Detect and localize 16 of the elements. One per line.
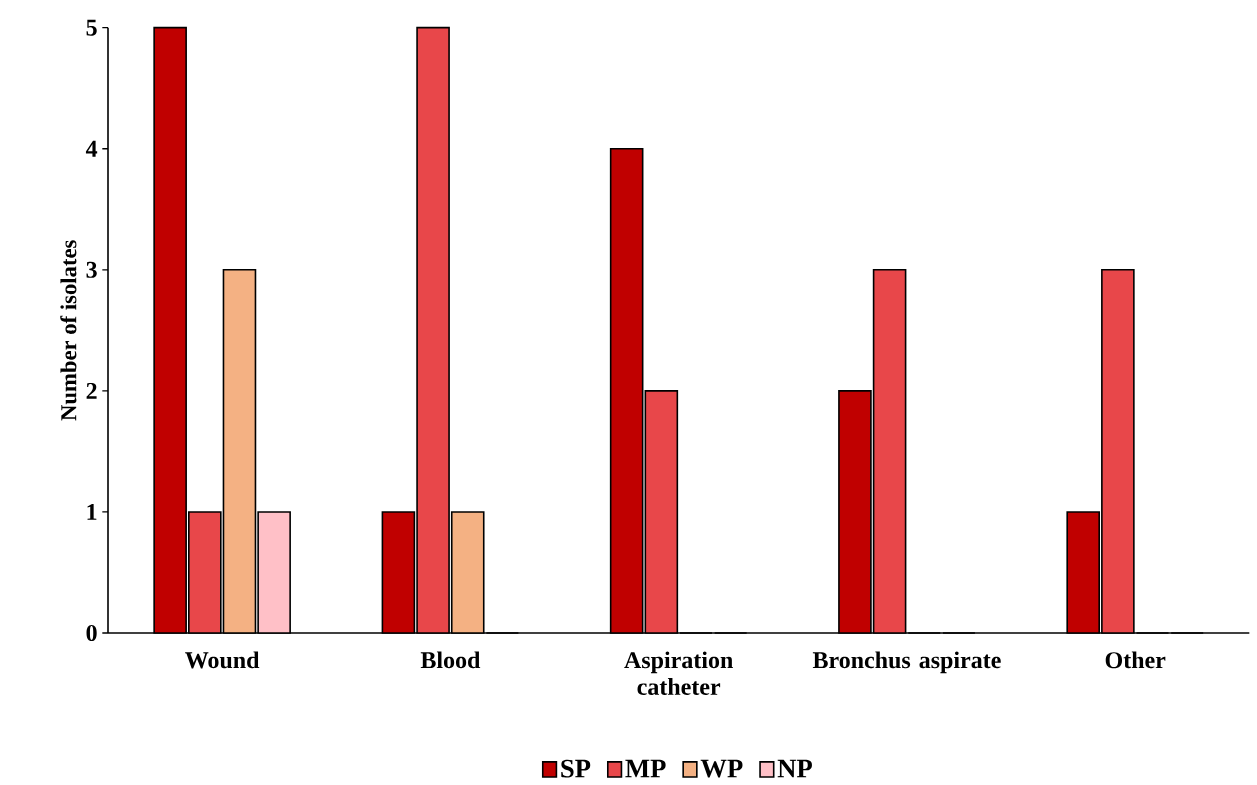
legend-label: WP (700, 759, 743, 778)
x-tick-label: Wound (185, 651, 260, 669)
legend-label: MP (625, 759, 666, 778)
y-tick-label: 0 (86, 625, 97, 642)
y-tick-label: 5 (86, 19, 97, 36)
y-axis-title: Number of isolates (60, 240, 77, 421)
y-tick-label: 2 (86, 383, 97, 399)
y-tick-label: 3 (86, 261, 97, 279)
x-tick-label: Bronchus aspirate (812, 651, 1001, 674)
legend-label: NP (777, 759, 812, 778)
x-tick-label: Other (1105, 651, 1166, 669)
y-tick-label: 4 (85, 140, 98, 157)
legend-label: SP (561, 759, 591, 778)
x-tick-label: Blood (420, 651, 481, 669)
y-tick-label: 1 (87, 504, 97, 521)
x-tick-label: Aspiration catheter (624, 651, 733, 696)
